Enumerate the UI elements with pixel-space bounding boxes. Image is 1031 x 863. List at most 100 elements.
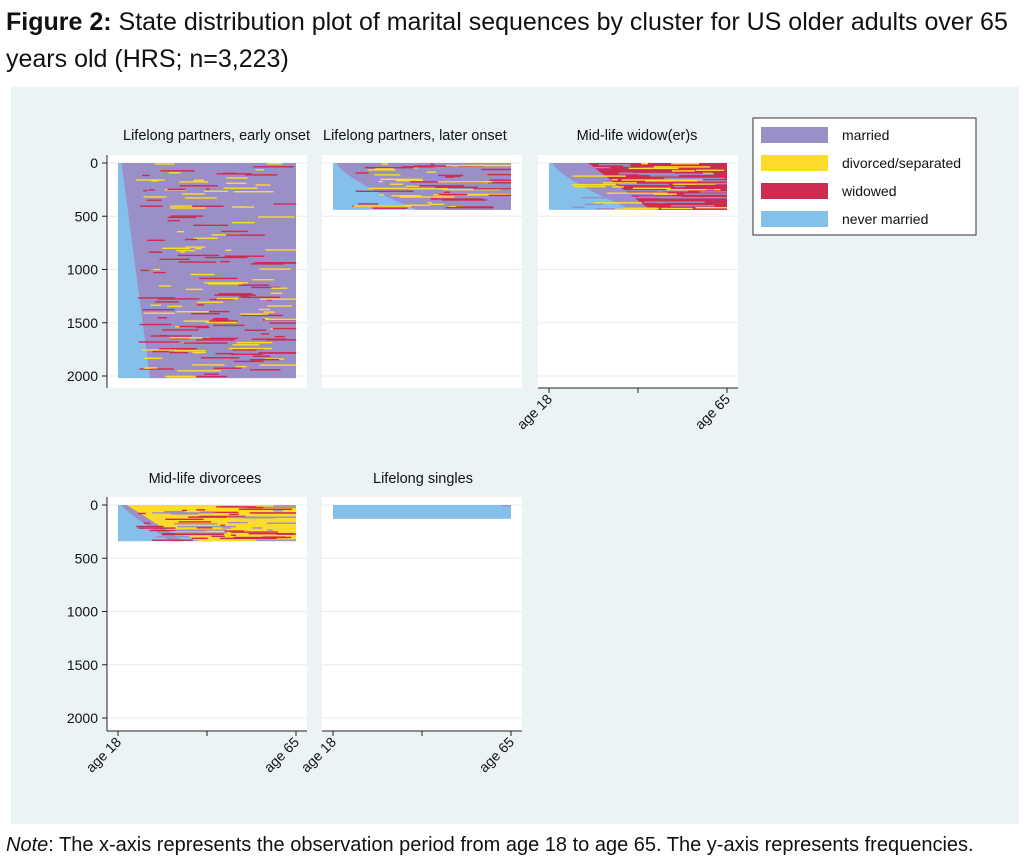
state-transition (581, 184, 588, 186)
state-transition (146, 367, 158, 369)
state-transition (358, 203, 379, 205)
state-transition (197, 301, 223, 303)
state-transition (142, 174, 150, 177)
y-tick-label: 1500 (67, 657, 98, 673)
y-tick-label: 2000 (67, 710, 98, 726)
state-transition (222, 527, 231, 529)
state-transition (395, 179, 424, 182)
state-transition (606, 192, 668, 194)
state-transition (248, 533, 295, 535)
state-transition (262, 536, 287, 538)
state-transition (599, 163, 631, 166)
state-transition (602, 208, 658, 210)
state-transition (193, 310, 230, 313)
state-transition (139, 323, 156, 326)
state-transition (249, 359, 280, 361)
state-transition (265, 249, 296, 251)
panel-title: Lifelong singles (373, 471, 473, 487)
state-transition (224, 530, 245, 532)
state-transition (240, 506, 296, 509)
state-transition (230, 531, 279, 533)
state-transition (195, 326, 210, 329)
state-transition (167, 220, 180, 222)
state-transition (703, 172, 713, 175)
state-transition (226, 177, 248, 179)
state-transition (220, 260, 230, 263)
state-transition (211, 535, 225, 537)
state-transition (155, 535, 190, 538)
state-transition (259, 364, 296, 366)
state-transition (136, 525, 164, 528)
state-transition (481, 168, 511, 171)
state-transition (621, 179, 674, 181)
state-transition (218, 293, 253, 295)
y-tick-label: 500 (75, 208, 99, 224)
state-transition (211, 234, 241, 236)
state-transition (469, 164, 511, 167)
y-tick-label: 1500 (67, 315, 98, 331)
x-tick-label: age 65 (261, 734, 303, 776)
state-transition (151, 180, 159, 182)
state-transition (410, 181, 463, 183)
state-transition (213, 317, 228, 320)
state-transition (185, 246, 206, 248)
state-transition (165, 375, 195, 378)
state-transition (177, 254, 220, 257)
state-transition (638, 173, 688, 175)
state-transition (632, 187, 671, 189)
state-transition (170, 337, 190, 340)
note-text: : The x-axis represents the observation … (48, 834, 974, 856)
state-transition (413, 185, 464, 187)
state-transition (580, 197, 626, 199)
state-transition (208, 283, 243, 285)
legend-label: never married (842, 211, 928, 227)
state-transition (199, 533, 213, 536)
state-transition (401, 166, 435, 168)
state-transition (256, 539, 296, 541)
state-transition (174, 350, 206, 352)
state-transition (572, 206, 585, 208)
state-transition (255, 184, 271, 186)
state-transition (150, 335, 192, 337)
state-transition (223, 187, 258, 189)
state-transition (138, 341, 180, 343)
state-transition (438, 193, 468, 196)
legend-swatch (761, 127, 828, 143)
state-transition (430, 198, 484, 200)
x-tick-label: age 65 (476, 734, 518, 776)
state-transition (427, 202, 432, 204)
state-transition (158, 285, 172, 287)
state-transition (199, 511, 239, 514)
state-transition (644, 201, 705, 203)
state-transition (391, 195, 422, 197)
figure-note: Note: The x-axis represents the observat… (6, 834, 974, 857)
state-transition (162, 247, 191, 249)
state-transition (706, 189, 715, 191)
state-transition (175, 532, 227, 534)
state-transition (198, 277, 238, 280)
state-transition (245, 516, 296, 518)
state-transition (226, 182, 247, 184)
state-transition (238, 295, 249, 297)
state-transition (155, 301, 179, 303)
panel-1: Lifelong partners, early onset 0 500 1000 15… (67, 128, 310, 388)
state-transition (426, 171, 437, 173)
state-transition (167, 188, 186, 190)
state-transition (273, 203, 296, 205)
state-transition (157, 317, 167, 319)
note-label: Note (6, 834, 49, 856)
state-transition (653, 193, 677, 195)
state-transition (191, 313, 220, 315)
state-transition (140, 269, 149, 272)
state-transition (152, 512, 215, 514)
state-transition (488, 182, 511, 184)
state-transition (445, 176, 454, 178)
state-transition (366, 167, 414, 169)
state-transition (233, 360, 264, 363)
state-transition (683, 197, 727, 199)
state-transition (593, 202, 642, 204)
state-transition (227, 521, 248, 524)
state-transition (193, 179, 204, 181)
state-transition (228, 347, 272, 350)
state-transition (154, 163, 175, 165)
